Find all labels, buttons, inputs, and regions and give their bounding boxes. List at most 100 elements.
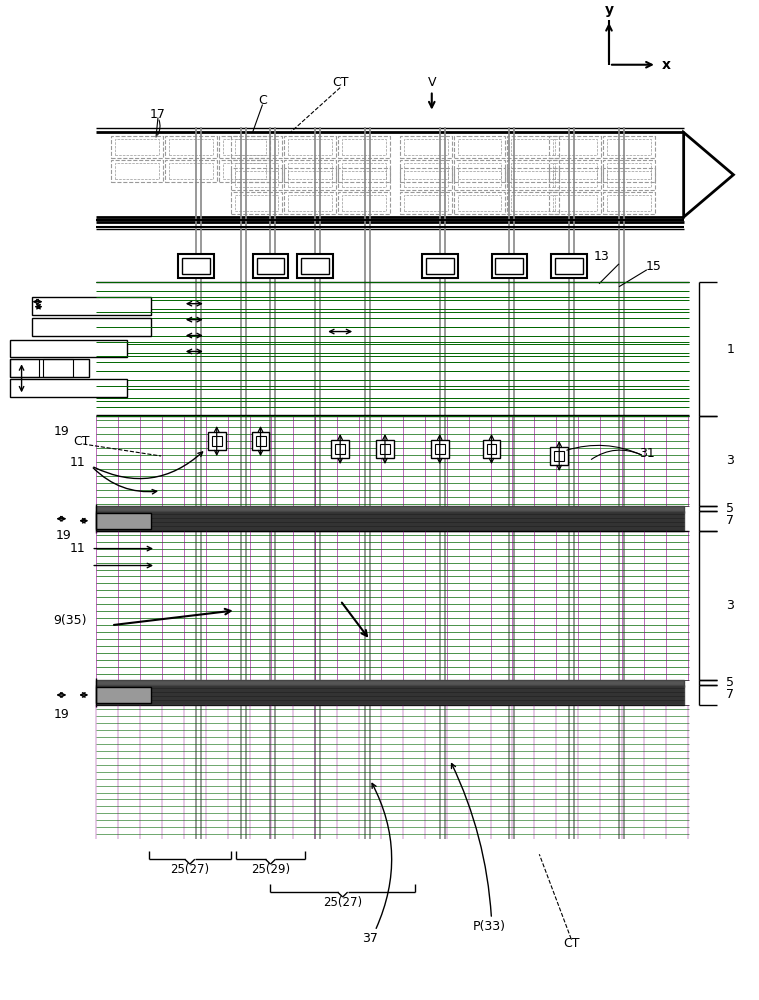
Text: 7: 7 <box>726 688 735 701</box>
Text: 3: 3 <box>726 454 735 467</box>
Text: 17: 17 <box>150 108 166 121</box>
Bar <box>380 444 390 454</box>
Bar <box>10 340 127 357</box>
Bar <box>235 171 279 187</box>
Bar <box>288 163 332 179</box>
Bar <box>508 168 559 190</box>
Bar <box>169 139 213 155</box>
Bar <box>169 163 213 179</box>
Bar <box>339 192 390 214</box>
Bar <box>219 160 270 182</box>
Bar <box>96 511 684 531</box>
Bar <box>603 136 655 158</box>
Text: 13: 13 <box>594 250 610 263</box>
Text: y: y <box>604 3 613 17</box>
Bar <box>431 440 449 458</box>
Bar <box>339 160 390 182</box>
Bar <box>288 195 332 211</box>
Bar <box>10 359 39 377</box>
Bar <box>404 195 448 211</box>
Bar <box>404 171 448 187</box>
Bar <box>496 258 524 274</box>
Bar <box>335 444 345 454</box>
Bar <box>212 436 222 446</box>
Bar <box>331 440 349 458</box>
Text: P(33): P(33) <box>473 920 506 933</box>
Bar <box>458 195 502 211</box>
Text: 15: 15 <box>646 260 662 273</box>
Bar <box>235 195 279 211</box>
Bar <box>253 254 288 278</box>
Bar <box>553 163 597 179</box>
Bar <box>553 171 597 187</box>
Bar <box>256 436 266 446</box>
Bar <box>435 444 445 454</box>
Bar <box>458 171 502 187</box>
Bar <box>285 192 336 214</box>
Bar <box>43 359 74 377</box>
Bar <box>553 195 597 211</box>
Bar <box>607 163 650 179</box>
Bar <box>342 171 386 187</box>
Bar <box>553 139 597 155</box>
Bar <box>400 192 452 214</box>
Text: 25(27): 25(27) <box>170 863 209 876</box>
Text: 31: 31 <box>639 447 655 460</box>
Bar <box>115 139 159 155</box>
Bar <box>458 163 502 179</box>
Bar <box>550 447 568 465</box>
Bar <box>508 160 559 182</box>
Bar <box>96 685 684 705</box>
Bar <box>288 139 332 155</box>
Bar <box>208 432 225 450</box>
Text: 11: 11 <box>69 456 85 469</box>
Bar <box>483 440 500 458</box>
Text: 7: 7 <box>726 514 735 527</box>
Bar <box>487 444 496 454</box>
Bar <box>556 258 583 274</box>
Bar <box>551 254 587 278</box>
Text: 5: 5 <box>726 502 735 515</box>
Bar <box>222 163 266 179</box>
Bar <box>285 136 336 158</box>
Bar <box>219 136 270 158</box>
Bar <box>454 136 505 158</box>
Text: 11: 11 <box>69 542 85 555</box>
Bar <box>178 254 214 278</box>
Text: CT: CT <box>332 76 348 89</box>
Bar <box>231 192 282 214</box>
Bar <box>400 168 452 190</box>
Bar <box>554 451 564 461</box>
Bar <box>607 139 650 155</box>
Bar <box>508 136 559 158</box>
Bar <box>454 168 505 190</box>
Bar <box>96 680 684 687</box>
Bar <box>231 136 282 158</box>
Bar <box>251 432 269 450</box>
Bar <box>32 297 151 315</box>
Bar <box>231 160 282 182</box>
Text: CT: CT <box>74 435 90 448</box>
Bar <box>10 359 90 377</box>
Bar <box>339 168 390 190</box>
Bar <box>492 254 528 278</box>
Bar <box>115 163 159 179</box>
Text: V: V <box>427 76 436 89</box>
Text: 1: 1 <box>726 343 735 356</box>
Bar <box>550 160 601 182</box>
Bar <box>342 139 386 155</box>
Bar <box>550 136 601 158</box>
Bar <box>512 163 556 179</box>
Bar <box>603 160 655 182</box>
Bar <box>404 139 448 155</box>
Bar <box>458 139 502 155</box>
Bar <box>400 160 452 182</box>
Polygon shape <box>684 132 733 217</box>
Text: 19: 19 <box>53 425 69 438</box>
Bar <box>96 687 151 703</box>
Bar <box>404 163 448 179</box>
Bar <box>603 192 655 214</box>
Bar <box>96 506 684 513</box>
Bar <box>342 195 386 211</box>
Bar <box>285 160 336 182</box>
